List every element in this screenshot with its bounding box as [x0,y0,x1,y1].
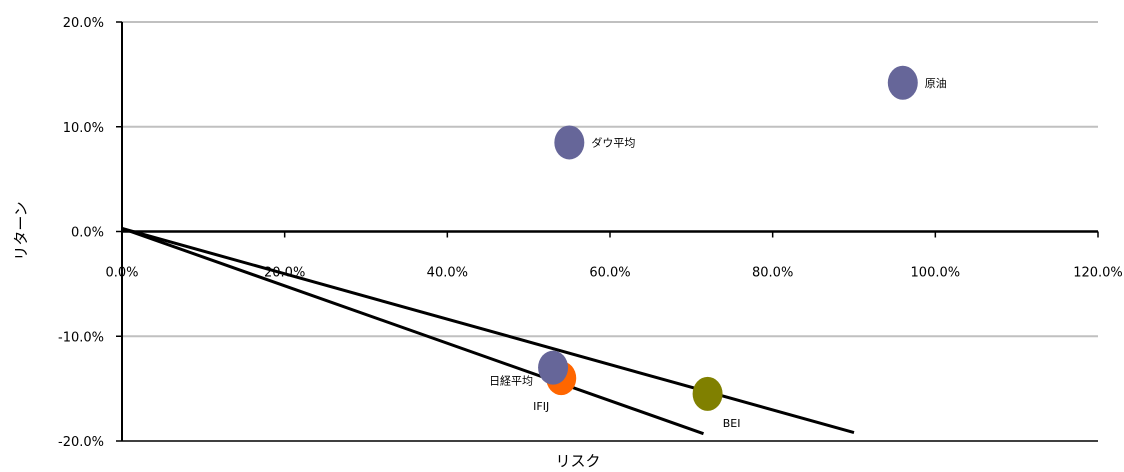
data-points [538,65,918,411]
y-tick-label-1: -10.0% [58,330,104,345]
y-tick-label-3: 10.0% [63,121,104,136]
y-tick-label-2: 0.0% [71,226,104,241]
data-label-3: 日経平均 [489,375,533,388]
x-tick-label-4: 80.0% [752,266,793,281]
data-point-1 [554,125,585,160]
y-tick-label-4: 20.0% [63,16,104,31]
x-tick-label-0: 0.0% [105,266,138,281]
trend-line-1 [121,226,855,435]
trend-line-0 [121,226,704,436]
x-tick-label-2: 40.0% [427,266,468,281]
data-point-3 [538,350,569,385]
data-label-4: BEI [723,417,741,430]
y-axis-title: リターン [12,201,30,260]
x-tick-labels: 0.0% 20.0% 40.0% 60.0% 80.0% 100.0% 120.0% [105,266,1122,281]
data-label-1: ダウ平均 [591,135,635,149]
x-tick-label-3: 60.0% [589,266,630,281]
x-tick-label-6: 120.0% [1073,266,1123,281]
x-axis-title: リスク [555,452,600,470]
axes [116,21,1099,442]
data-label-2: IFIJ [533,400,549,413]
data-label-0: 原油 [925,76,947,90]
data-point-4 [692,376,723,411]
y-tick-label-0: -20.0% [58,435,104,450]
y-tick-labels: -20.0% -10.0% 0.0% 10.0% 20.0% [58,16,104,450]
data-point-0 [887,65,918,100]
x-tick-label-1: 20.0% [264,266,305,281]
trend-lines [121,226,855,436]
x-tick-label-5: 100.0% [911,266,961,281]
grid-lines [122,21,1098,338]
